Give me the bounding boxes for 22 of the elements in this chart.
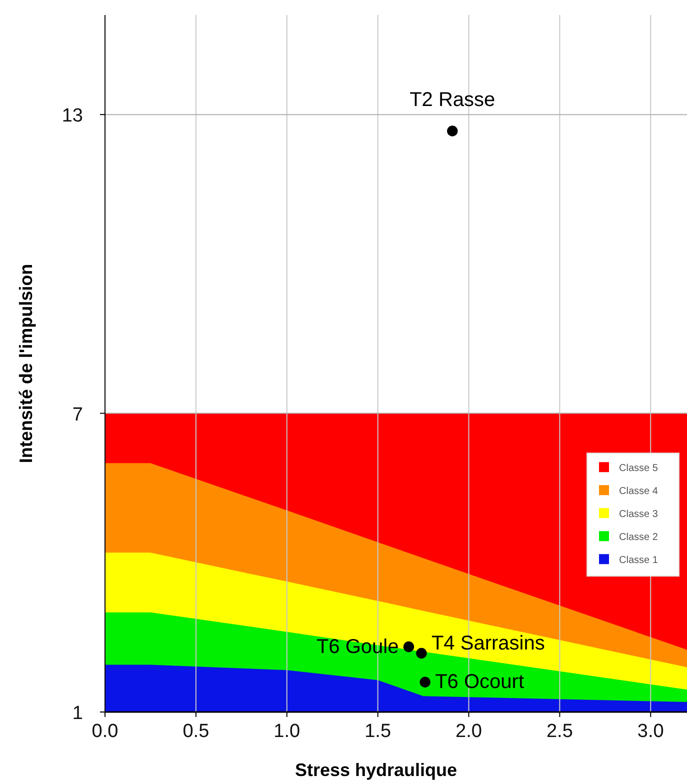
legend-label: Classe 4 <box>619 486 658 498</box>
x-axis-title: Stress hydraulique <box>294 760 458 780</box>
legend-label: Classe 5 <box>619 463 658 474</box>
y-axis-title: Intensité de l'impulsion <box>16 264 36 464</box>
x-tick-label: 0.5 <box>182 721 210 742</box>
x-tick-label: 2.5 <box>546 721 573 742</box>
point <box>447 126 458 136</box>
x-tick-label: 3.0 <box>637 721 664 742</box>
x-tick-label: 2.0 <box>456 721 482 742</box>
y-tick-label: 1 <box>72 703 83 724</box>
point <box>403 641 414 652</box>
y-tick-label: 13 <box>62 106 83 127</box>
x-tick-label: 1.5 <box>364 721 392 742</box>
point <box>416 648 427 659</box>
x-tick-label: 1.0 <box>274 721 300 742</box>
y-tick-label: 7 <box>72 404 83 426</box>
legend-label: Classe 3 <box>619 509 658 520</box>
legend-label: Classe 1 <box>619 555 658 566</box>
legend-label: Classe 2 <box>619 532 658 544</box>
point <box>420 676 430 688</box>
annotation: T2 Rasse <box>410 89 496 111</box>
x-tick-label: 0.0 <box>92 721 118 742</box>
